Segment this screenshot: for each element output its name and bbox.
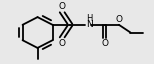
Text: N: N (86, 20, 93, 29)
Text: O: O (101, 39, 108, 48)
Text: O: O (116, 15, 122, 24)
Text: H: H (86, 14, 93, 23)
Text: O: O (59, 2, 66, 11)
Text: O: O (59, 39, 66, 48)
